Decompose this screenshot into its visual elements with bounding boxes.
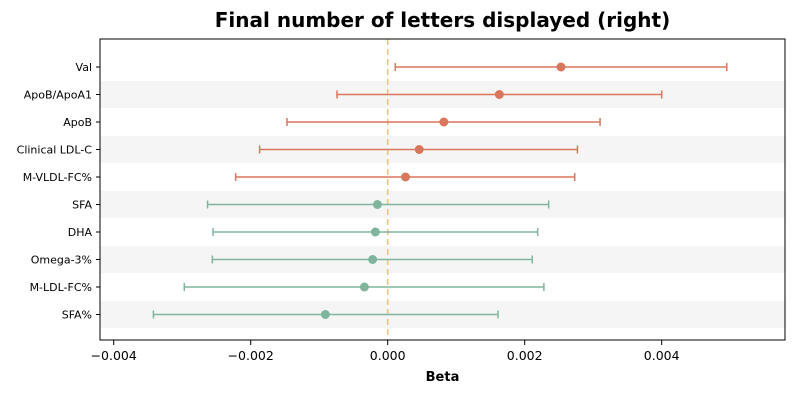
estimate-point bbox=[414, 145, 424, 154]
y-tick-label: ApoB bbox=[63, 116, 92, 129]
plot-frame bbox=[99, 38, 786, 341]
estimate-point bbox=[372, 200, 382, 209]
x-tick-label: 0.000 bbox=[370, 348, 406, 363]
y-tick-label: ApoB/ApoA1 bbox=[24, 89, 92, 102]
y-tick-label: SFA% bbox=[62, 309, 92, 322]
y-tick-label: DHA bbox=[68, 226, 93, 239]
estimate-point bbox=[494, 90, 504, 99]
estimate-point bbox=[401, 172, 411, 182]
estimate-points bbox=[320, 62, 566, 319]
estimate-point bbox=[368, 255, 378, 264]
y-tick-label: M-LDL-FC% bbox=[30, 281, 92, 294]
y-tick-label: M-VLDL-FC% bbox=[23, 171, 92, 184]
y-tick-label: SFA bbox=[72, 199, 92, 212]
x-tick-label: −0.002 bbox=[228, 348, 274, 363]
y-tick-label: Omega-3% bbox=[31, 254, 92, 267]
x-axis-title: Beta bbox=[426, 370, 460, 385]
estimate-point bbox=[370, 227, 380, 237]
y-tick-labels: Val ApoB/ApoA1 ApoB Clinical LDL-C M-VLDL-FC… bbox=[17, 61, 100, 322]
x-tick-label: 0.004 bbox=[644, 348, 680, 363]
chart-title: Final number of letters displayed (right… bbox=[214, 8, 671, 32]
estimate-point bbox=[439, 117, 449, 127]
y-tick-label: Clinical LDL-C bbox=[17, 144, 93, 157]
estimate-point bbox=[359, 282, 369, 292]
estimate-point bbox=[556, 62, 566, 72]
x-tick-label: 0.002 bbox=[507, 348, 543, 363]
estimate-point bbox=[320, 310, 330, 319]
x-tick-label: −0.004 bbox=[91, 348, 137, 363]
y-tick-label: Val bbox=[76, 61, 92, 74]
x-axis: −0.004 −0.002 0.000 0.002 0.004 bbox=[91, 340, 680, 363]
